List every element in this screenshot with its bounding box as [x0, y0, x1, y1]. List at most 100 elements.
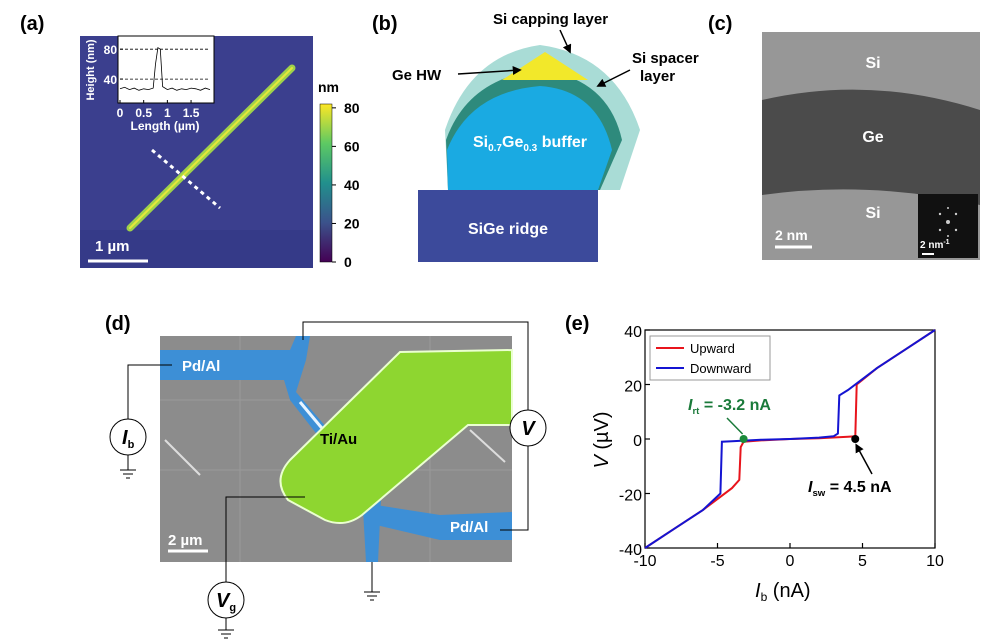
panel-label: (b): [372, 13, 398, 35]
x-tick-label: -10: [633, 553, 656, 570]
label-symbol: I: [755, 580, 761, 602]
y-tick-label: 0: [633, 433, 642, 450]
axis-label: V (µV): [591, 411, 613, 468]
ridge: [418, 190, 598, 262]
t: Ge: [502, 134, 523, 151]
legend-box: [649, 335, 771, 381]
colorbar-ticks: 0 20 40 60 80: [332, 100, 360, 270]
colorbar: [319, 103, 333, 263]
pad-label: Pd/Al: [182, 358, 220, 375]
data-line: [119, 47, 211, 91]
label-sub: rt: [692, 406, 700, 417]
t: g: [229, 602, 236, 614]
arrow: [559, 29, 572, 54]
spacer-label: layer: [640, 68, 675, 85]
t: 0.3: [523, 143, 537, 154]
buffer-label: Si0.7Ge0.3 buffer: [473, 134, 587, 154]
voltmeter: [509, 409, 547, 447]
v-symbol: V: [521, 418, 536, 440]
y-tick-label: 40: [104, 73, 118, 87]
profile-line: [151, 148, 221, 210]
scale-label: 2 nm: [775, 227, 808, 243]
fft-scale: 2 nm-1: [920, 239, 950, 251]
capping-label: Si capping layer: [493, 11, 608, 28]
x-tick-label: 0: [786, 553, 795, 570]
pd-al-lead: [376, 505, 512, 540]
inset-box: [117, 35, 215, 104]
hw-label: Ge HW: [392, 67, 442, 84]
x-tick-label: 5: [858, 553, 867, 570]
axis-label: Isw = 4.5 nA: [808, 479, 892, 499]
wire: [164, 439, 201, 476]
ge-label: Ge: [862, 129, 883, 146]
arrow: [726, 417, 744, 435]
circuit: [120, 321, 529, 639]
legend-label: Upward: [690, 341, 735, 356]
label-rest: (nA): [767, 580, 810, 602]
legend-label: Downward: [690, 361, 751, 376]
fft-spots: [938, 207, 958, 237]
y-axis-label: Height (nm): [85, 39, 97, 100]
label-symbol: V: [591, 454, 613, 469]
x-tick-label: 0.5: [135, 106, 152, 120]
t: Si: [473, 134, 488, 151]
colorbar-tick-label: 80: [344, 100, 360, 116]
label-rest: (µV): [591, 411, 613, 455]
y-tick-label: 20: [624, 379, 642, 396]
label-rest: = 4.5 nA: [825, 479, 892, 496]
label-symbol: I: [808, 479, 813, 496]
arrow: [457, 65, 522, 75]
marker: [851, 435, 860, 443]
t: b: [128, 439, 135, 451]
panel-label: (d): [105, 313, 131, 335]
gate-source: [207, 581, 245, 619]
arrow: [596, 69, 631, 87]
gate: [279, 348, 513, 525]
si-label: Si: [865, 55, 880, 72]
x-tick-label: 0: [117, 106, 124, 120]
y-tick-label: -40: [619, 542, 642, 559]
label-sub: b: [761, 590, 768, 604]
scale-label: 1 µm: [95, 238, 130, 255]
x-axis-label: Length (µm): [131, 119, 200, 133]
label-symbol: I: [688, 397, 693, 414]
spacer-label: Si spacer: [632, 50, 699, 67]
colorbar-tick-label: 60: [344, 138, 360, 154]
label-rest: = -3.2 nA: [699, 397, 771, 414]
panel-label: (c): [708, 13, 732, 35]
colorbar-tick-label: 40: [344, 177, 360, 193]
ge-layer: [762, 89, 980, 205]
x-tick-label: 1.5: [183, 106, 200, 120]
x-tick-label: 1: [164, 106, 171, 120]
axis-label: Irt = -3.2 nA: [688, 397, 771, 417]
buffer: [447, 86, 612, 190]
panel-label: (e): [565, 313, 589, 335]
scale-label: 2 µm: [168, 532, 203, 549]
y-tick-label: -20: [619, 488, 642, 505]
t: buffer: [537, 134, 587, 151]
marker: [739, 435, 748, 443]
current-source: [109, 418, 147, 456]
colorbar-unit: nm: [318, 79, 339, 95]
ge-hw: [502, 52, 588, 80]
colorbar-tick-label: 20: [344, 215, 360, 231]
y-tick-label: 40: [624, 324, 642, 341]
iv-chart: -10 -5 0 5 10 -40 -20 0 20 40 Ib (nA) V (µV) Upward D…: [591, 324, 944, 604]
axis-label: Ib (nA): [755, 580, 811, 604]
x-tick-label: -5: [710, 553, 724, 570]
y-tick-label: 80: [104, 43, 118, 57]
legend: Upward Downward: [649, 335, 771, 381]
inset-chart: 0 0.5 1 1.5 40 80 Length (µm) Height (nm): [85, 39, 211, 133]
x-tick-label: 10: [926, 553, 944, 570]
label-sub: sw: [812, 488, 825, 499]
gate-label: Ti/Au: [320, 431, 357, 448]
t: I: [122, 427, 128, 449]
data-line: [644, 329, 936, 549]
t: 0.7: [488, 143, 502, 154]
colorbar-tick-label: 0: [344, 254, 352, 270]
si-label: Si: [865, 205, 880, 222]
pad-label: Pd/Al: [450, 519, 488, 536]
vg-symbol: Vg: [216, 590, 236, 614]
t: 2 nm: [920, 240, 943, 251]
